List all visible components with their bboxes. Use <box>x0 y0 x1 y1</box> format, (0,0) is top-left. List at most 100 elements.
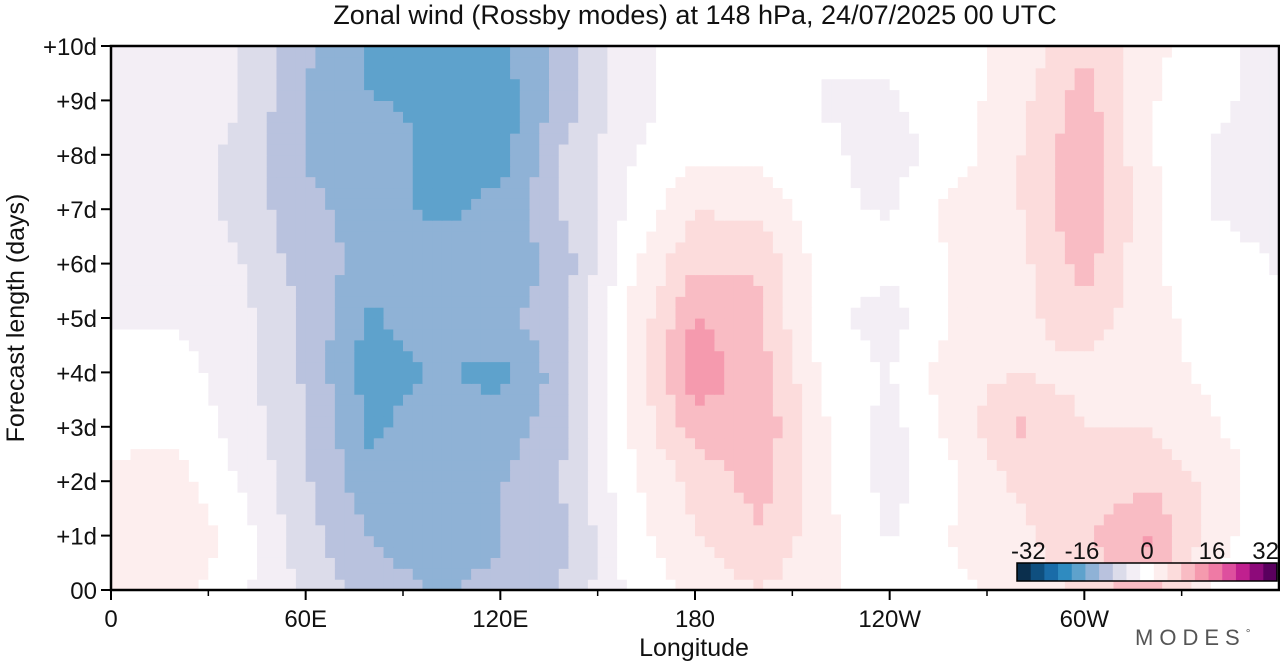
heatmap-cell <box>948 154 959 167</box>
heatmap-cell <box>432 568 443 580</box>
heatmap-cell <box>471 198 482 210</box>
heatmap-cell <box>1152 579 1163 590</box>
heatmap-cell <box>646 481 657 493</box>
heatmap-cell <box>1103 252 1115 265</box>
heatmap-cell <box>1171 361 1183 373</box>
heatmap-cell <box>461 459 472 471</box>
heatmap-cell <box>772 459 784 471</box>
heatmap-cell <box>276 307 287 319</box>
heatmap-cell <box>1055 535 1066 548</box>
heatmap-cell <box>480 176 492 189</box>
heatmap-cell <box>850 328 862 341</box>
heatmap-cell <box>1025 372 1037 384</box>
heatmap-cell <box>928 263 939 276</box>
heatmap-cell <box>1152 274 1163 286</box>
heatmap-cell <box>266 415 278 428</box>
heatmap-cell <box>208 481 219 493</box>
heatmap-cell <box>1142 241 1154 254</box>
heatmap-cell <box>1162 415 1173 428</box>
heatmap-cell <box>675 448 686 461</box>
heatmap-cell <box>344 426 355 439</box>
heatmap-cell <box>295 502 307 515</box>
heatmap-cell <box>549 165 560 178</box>
heatmap-cell <box>1220 513 1231 526</box>
heatmap-cell <box>763 524 774 537</box>
heatmap-cell <box>373 426 385 439</box>
heatmap-cell <box>597 426 608 439</box>
heatmap-cell <box>140 470 151 482</box>
heatmap-cell <box>1103 546 1115 558</box>
heatmap-cell <box>685 557 696 569</box>
heatmap-cell <box>1035 459 1046 471</box>
heatmap-cell <box>1025 394 1037 406</box>
heatmap-cell <box>860 285 871 297</box>
heatmap-cell <box>208 579 219 590</box>
heatmap-cell <box>928 481 939 493</box>
heatmap-cell <box>510 448 521 461</box>
heatmap-cell <box>266 187 278 199</box>
heatmap-cell <box>334 568 346 580</box>
heatmap-cell <box>364 220 375 232</box>
heatmap-cell <box>938 318 949 330</box>
heatmap-cell <box>889 502 900 515</box>
heatmap-cell <box>539 187 550 199</box>
heatmap-cell <box>724 296 735 308</box>
heatmap-cell <box>432 426 443 439</box>
heatmap-cell <box>1123 470 1134 482</box>
heatmap-cell <box>149 481 161 493</box>
heatmap-cell <box>597 143 608 156</box>
heatmap-cell <box>1191 459 1202 471</box>
heatmap-cell <box>286 187 297 199</box>
heatmap-cell <box>364 165 375 178</box>
heatmap-cell <box>1084 198 1095 210</box>
heatmap-cell <box>889 263 900 276</box>
heatmap-cell <box>733 415 745 428</box>
heatmap-cell <box>753 415 764 428</box>
heatmap-cell <box>1113 274 1124 286</box>
heatmap-cell <box>1162 361 1173 373</box>
heatmap-cell <box>578 328 589 341</box>
heatmap-cell <box>1152 165 1163 178</box>
heatmap-cell <box>1201 437 1212 450</box>
heatmap-cell <box>510 143 521 156</box>
heatmap-cell <box>597 448 608 461</box>
heatmap-cell <box>383 318 394 330</box>
heatmap-cell <box>208 372 219 384</box>
heatmap-cell <box>422 230 433 243</box>
heatmap-cell <box>948 296 959 308</box>
heatmap-cell <box>753 285 764 297</box>
heatmap-cell <box>675 470 686 482</box>
heatmap-cell <box>1269 176 1279 189</box>
heatmap-cell <box>1094 209 1105 221</box>
heatmap-cell <box>257 165 268 178</box>
heatmap-cell <box>266 328 278 341</box>
heatmap-cell <box>490 165 501 178</box>
heatmap-cell <box>1113 339 1124 352</box>
heatmap-cell <box>266 350 278 363</box>
heatmap-cell <box>1152 176 1163 189</box>
heatmap-cell <box>957 339 969 352</box>
heatmap-cell <box>568 481 579 493</box>
heatmap-cell <box>821 459 832 471</box>
heatmap-cell <box>412 143 424 156</box>
heatmap-cell <box>870 481 881 493</box>
heatmap-cell <box>480 481 492 493</box>
heatmap-cell <box>208 361 219 373</box>
heatmap-cell <box>617 143 628 156</box>
heatmap-cell <box>1249 187 1261 199</box>
heatmap-cell <box>860 568 871 580</box>
heatmap-cell <box>539 579 550 590</box>
heatmap-cell <box>539 383 550 395</box>
heatmap-cell <box>996 241 1008 254</box>
heatmap-cell <box>1133 470 1144 482</box>
heatmap-cell <box>646 241 657 254</box>
heatmap-cell <box>169 274 180 286</box>
heatmap-cell <box>753 513 764 526</box>
heatmap-cell <box>1162 285 1173 297</box>
heatmap-cell <box>558 198 570 210</box>
heatmap-cell <box>743 535 754 548</box>
heatmap-cell <box>325 470 336 482</box>
heatmap-cell <box>578 154 589 167</box>
heatmap-cell <box>130 405 141 417</box>
heatmap-cell <box>1103 263 1115 276</box>
